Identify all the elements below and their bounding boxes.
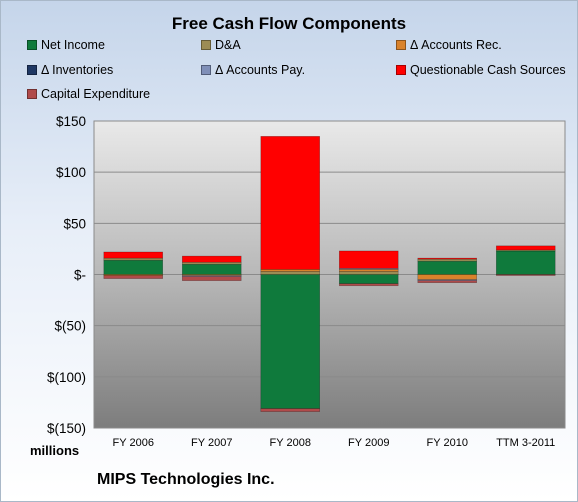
- legend-swatch: [201, 40, 211, 50]
- y-tick-label: $(100): [47, 370, 86, 385]
- legend-swatch: [27, 65, 37, 75]
- y-tick-label: $50: [63, 216, 86, 231]
- x-tick-label: TTM 3-2011: [496, 437, 555, 449]
- y-tick-label: $150: [56, 114, 86, 129]
- x-tick-label: FY 2010: [427, 437, 468, 449]
- legend-label: Capital Expenditure: [41, 87, 151, 101]
- bar-segment: [182, 261, 242, 265]
- bar-segment: [103, 257, 163, 261]
- legend-label: Questionable Cash Sources: [410, 63, 566, 77]
- company-name: MIPS Technologies Inc.: [97, 471, 275, 488]
- y-tick-label: $(150): [47, 421, 86, 436]
- legend-swatch: [201, 65, 211, 75]
- legend-item: Δ Accounts Rec.: [396, 38, 502, 52]
- legend-label: Δ Accounts Rec.: [410, 38, 502, 52]
- legend-item: Questionable Cash Sources: [396, 63, 566, 77]
- bar-segment: [496, 250, 556, 275]
- bar-segment: [417, 280, 477, 283]
- bar-segment: [339, 269, 399, 272]
- x-tick-label: FY 2008: [270, 437, 311, 449]
- y-tick-label: $100: [56, 165, 86, 180]
- chart-title: Free Cash Flow Components: [171, 14, 407, 33]
- legend-item: D&A: [201, 38, 241, 52]
- legend-label: Δ Inventories: [41, 63, 114, 77]
- bar-segment: [339, 283, 399, 287]
- legend-item: Capital Expenditure: [27, 87, 150, 101]
- legend-swatch: [396, 65, 406, 75]
- bar-segment: [417, 258, 477, 262]
- bar-segment: [496, 274, 556, 276]
- bar-segment: [339, 271, 399, 275]
- legend-swatch: [27, 89, 37, 99]
- bar-segment: [417, 274, 477, 280]
- x-tick-label: FY 2009: [348, 437, 389, 449]
- bar-segment: [182, 263, 242, 275]
- bar-segment: [260, 136, 320, 270]
- legend: Net Income D&A Δ Accounts Rec. Δ Inventorie…: [0, 0, 578, 110]
- legend-swatch: [396, 40, 406, 50]
- bar-segment: [496, 245, 556, 251]
- y-tick-label: $-: [74, 268, 86, 283]
- bar-segment: [339, 250, 399, 269]
- bar-segment: [103, 259, 163, 275]
- x-tick-label: FY 2006: [113, 437, 154, 449]
- legend-item: Δ Inventories: [27, 63, 113, 77]
- legend-label: Δ Accounts Pay.: [215, 63, 306, 77]
- legend-item: Net Income: [27, 38, 105, 52]
- bar-segment: [417, 257, 477, 260]
- bar-segment: [182, 276, 242, 281]
- bar-segment: [260, 274, 320, 409]
- legend-label: D&A: [215, 38, 241, 52]
- legend-swatch: [27, 40, 37, 50]
- legend-label: Net Income: [41, 38, 105, 52]
- bar-segment: [339, 274, 399, 285]
- bar-segment: [103, 251, 163, 259]
- bar-segment: [182, 255, 242, 263]
- bar-segment: [260, 269, 320, 272]
- units-label: millions: [30, 443, 80, 458]
- bar-segment: [260, 408, 320, 412]
- bar-segment: [103, 275, 163, 279]
- x-tick-label: FY 2007: [191, 437, 232, 449]
- legend-item: Δ Accounts Pay.: [201, 63, 305, 77]
- bar-segment: [417, 260, 477, 275]
- bar-segment: [260, 271, 320, 275]
- y-tick-label: $(50): [54, 319, 86, 334]
